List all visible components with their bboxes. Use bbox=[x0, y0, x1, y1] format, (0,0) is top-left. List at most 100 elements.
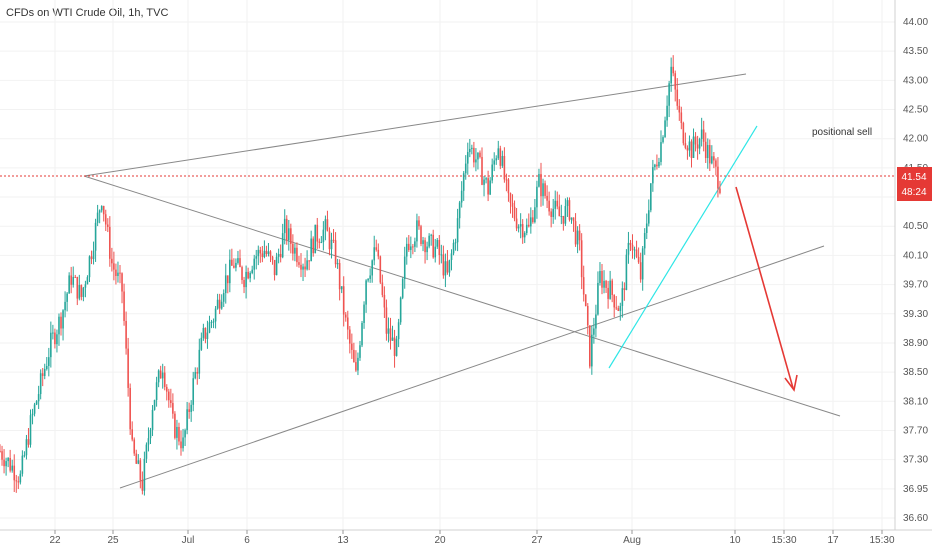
candle-body bbox=[220, 301, 223, 309]
candle-body bbox=[212, 321, 215, 323]
candle-body bbox=[627, 242, 630, 255]
candle-body bbox=[692, 136, 695, 158]
candle-body bbox=[544, 183, 546, 196]
candle-body bbox=[493, 160, 496, 165]
candle-body bbox=[257, 249, 260, 257]
candles bbox=[0, 55, 721, 496]
candle-body bbox=[74, 276, 77, 278]
candle-body bbox=[650, 183, 652, 211]
candle-body bbox=[568, 200, 571, 220]
x-tick-label: 13 bbox=[337, 535, 349, 546]
candle-body bbox=[491, 164, 493, 181]
candle-body bbox=[359, 345, 361, 358]
y-tick-label: 38.90 bbox=[903, 338, 928, 349]
candle-body bbox=[102, 206, 105, 215]
candle-body bbox=[460, 190, 463, 203]
candle-body bbox=[241, 267, 243, 280]
candle-body bbox=[442, 254, 445, 276]
candle-body bbox=[422, 240, 424, 244]
candle-body bbox=[157, 370, 160, 383]
candle-body bbox=[684, 143, 687, 148]
candle-body bbox=[371, 260, 373, 276]
candle-body bbox=[383, 294, 386, 308]
candle-body bbox=[698, 138, 701, 149]
candle-body bbox=[361, 322, 363, 346]
candle-body bbox=[428, 235, 430, 247]
candle-body bbox=[501, 155, 504, 166]
candle-body bbox=[292, 243, 294, 254]
candle-body bbox=[536, 186, 538, 208]
candle-body bbox=[80, 285, 83, 297]
candle-body bbox=[389, 328, 392, 341]
candle-body bbox=[353, 349, 355, 363]
candle-body bbox=[450, 253, 453, 261]
candle-body bbox=[137, 460, 140, 464]
candle-body bbox=[601, 271, 603, 288]
candle-body bbox=[216, 299, 219, 309]
candle-body bbox=[279, 253, 282, 258]
lower-trendline bbox=[119, 245, 825, 489]
candle-body bbox=[489, 180, 491, 195]
candle-body bbox=[210, 321, 213, 323]
candle-body bbox=[519, 224, 522, 227]
candle-body bbox=[509, 193, 512, 203]
candle-body bbox=[619, 306, 622, 311]
price-badge-countdown: 48:24 bbox=[901, 187, 926, 198]
candle-body bbox=[194, 371, 197, 379]
candle-body bbox=[542, 183, 544, 197]
candle-body bbox=[700, 129, 703, 139]
x-tick-label: 25 bbox=[107, 535, 119, 546]
candle-body bbox=[161, 372, 164, 379]
candle-body bbox=[186, 409, 188, 431]
candle-body bbox=[64, 301, 66, 311]
candle-body bbox=[322, 229, 325, 243]
candle-body bbox=[3, 459, 5, 467]
candle-body bbox=[664, 120, 666, 138]
candle-body bbox=[397, 322, 400, 340]
candle-body bbox=[410, 246, 412, 251]
candle-body bbox=[426, 246, 428, 253]
candle-body bbox=[444, 261, 447, 276]
candle-body bbox=[633, 249, 636, 251]
candle-body bbox=[72, 276, 75, 285]
candle-body bbox=[336, 263, 339, 265]
candle-body bbox=[310, 238, 312, 262]
candle-body bbox=[538, 173, 540, 187]
candle-body bbox=[625, 254, 628, 290]
candle-body bbox=[88, 256, 91, 278]
candle-body bbox=[513, 206, 516, 219]
candle-body bbox=[147, 438, 150, 445]
candle-body bbox=[654, 164, 656, 168]
candle-body bbox=[346, 317, 349, 330]
sell-arrow bbox=[735, 186, 798, 392]
candle-body bbox=[574, 221, 577, 245]
candle-body bbox=[558, 206, 561, 217]
candle-body bbox=[523, 232, 526, 238]
candle-body bbox=[200, 337, 203, 350]
candle-body bbox=[578, 230, 581, 241]
candle-body bbox=[546, 195, 548, 201]
candle-body bbox=[31, 413, 34, 416]
candle-body bbox=[711, 156, 713, 164]
candle-body bbox=[395, 339, 398, 356]
candle-body bbox=[381, 282, 384, 295]
candle-body bbox=[277, 253, 280, 257]
candle-body bbox=[375, 247, 378, 250]
x-tick-label: 22 bbox=[49, 535, 61, 546]
candle-body bbox=[35, 401, 38, 405]
candle-body bbox=[247, 271, 249, 279]
candle-body bbox=[676, 89, 679, 106]
candle-body bbox=[326, 219, 329, 232]
candle-body bbox=[430, 234, 432, 236]
candle-body bbox=[233, 265, 235, 268]
candle-body bbox=[436, 240, 439, 247]
candle-body bbox=[719, 188, 721, 193]
candle-body bbox=[672, 66, 674, 74]
candle-body bbox=[582, 277, 585, 295]
candle-body bbox=[668, 83, 670, 106]
candle-body bbox=[525, 224, 528, 233]
y-tick-label: 42.00 bbox=[903, 134, 928, 145]
candle-body bbox=[471, 147, 473, 149]
candle-body bbox=[131, 429, 133, 440]
